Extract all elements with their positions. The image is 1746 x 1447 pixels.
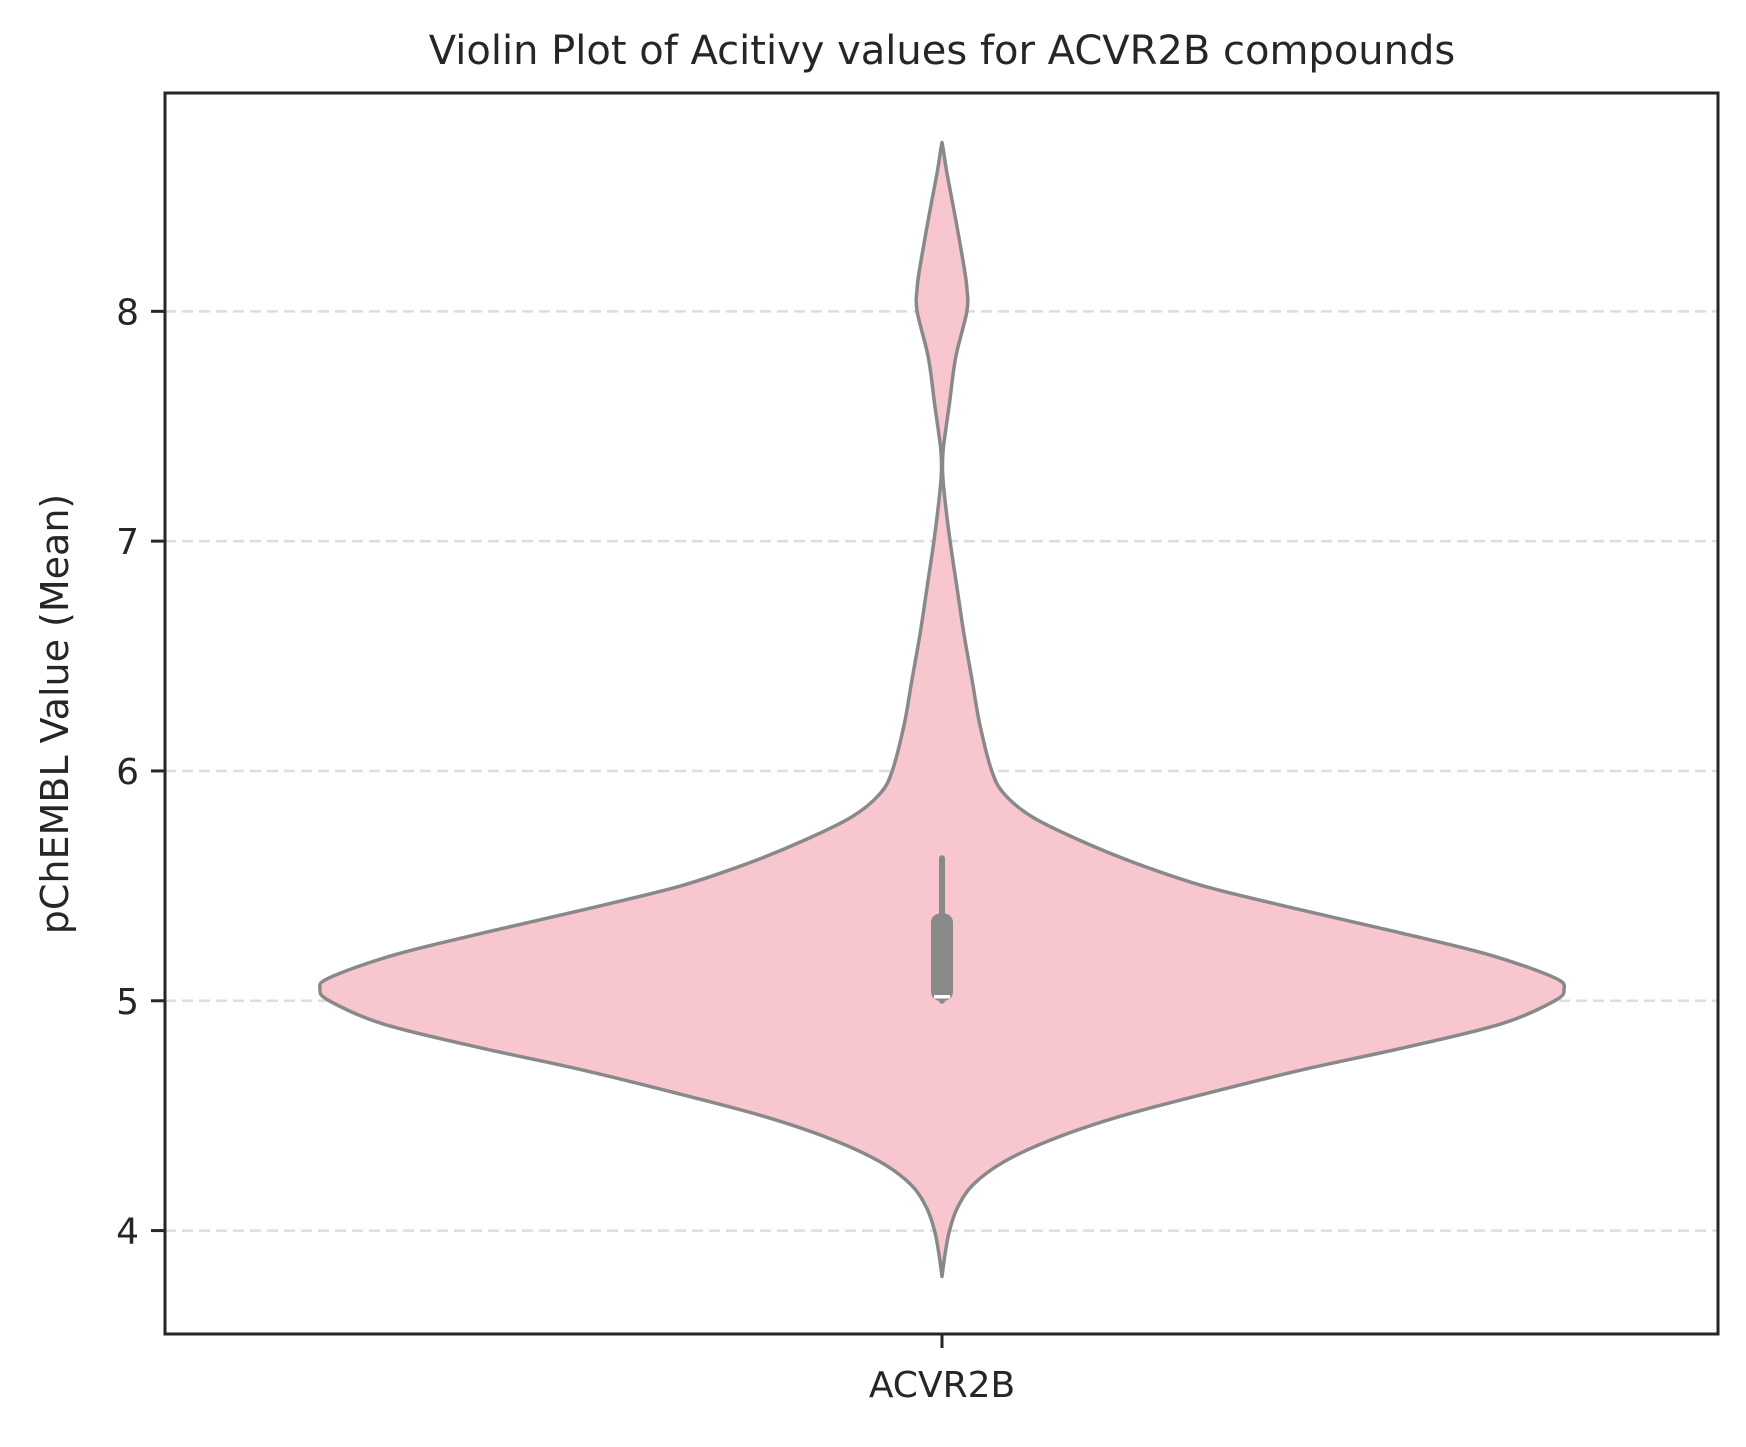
y-tick-label-6: 6 [116,752,139,793]
y-tick-label-5: 5 [116,982,139,1023]
y-tick-label-7: 7 [116,522,139,563]
x-axis: ACVR2B [869,1334,1015,1406]
chart-title: Violin Plot of Acitivy values for ACVR2B… [429,28,1455,74]
violin-iqr-box [931,913,953,1001]
x-tick-label-0: ACVR2B [869,1365,1015,1406]
y-tick-label-4: 4 [116,1212,139,1253]
box-layer [931,855,953,1004]
violin-body-acvr2b [317,140,1567,1279]
y-tick-label-8: 8 [116,292,139,333]
y-axis: 4 5 6 7 8 [116,292,165,1253]
y-axis-label: pChEMBL Value (Mean) [33,494,77,934]
violin-layer [317,140,1567,1279]
